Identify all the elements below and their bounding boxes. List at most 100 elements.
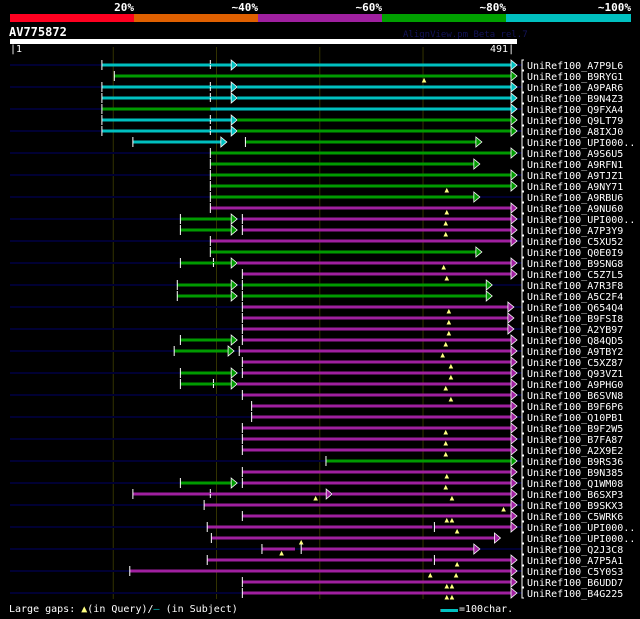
query-gap-marker xyxy=(443,484,449,490)
segment-end-arrow xyxy=(230,477,238,489)
hit-label[interactable]: UniRef100_Q0E0I9 xyxy=(527,248,623,259)
hit-label[interactable]: UniRef100_A9PAR6 xyxy=(527,83,623,94)
hit-label[interactable]: UniRef100_A9NU60 xyxy=(527,204,623,215)
hit-label[interactable]: UniRef100_Q10PB1 xyxy=(527,413,623,424)
row-bracket xyxy=(521,70,524,82)
segment-end-arrow xyxy=(230,213,238,225)
query-gap-marker xyxy=(443,220,449,226)
query-gap-marker xyxy=(421,77,427,83)
query-gap-marker xyxy=(443,429,449,435)
query-gap-marker xyxy=(443,385,449,391)
segment-end-arrow xyxy=(510,378,518,390)
row-bracket xyxy=(521,169,524,181)
segment-end-arrow xyxy=(473,191,481,203)
hit-label[interactable]: UniRef100_C5Z7L5 xyxy=(527,270,623,281)
version-text: AlignView.pm Beta rel.7 xyxy=(403,30,528,40)
query-gap-marker xyxy=(446,330,452,336)
hit-label[interactable]: UniRef100_A8IXJ0 xyxy=(527,127,623,138)
hit-label[interactable]: UniRef100_UPI000.. xyxy=(527,534,635,545)
hit-label[interactable]: UniRef100_B9F2W5 xyxy=(527,424,623,435)
row-bracket xyxy=(521,532,524,544)
hit-label[interactable]: UniRef100_B9SKX3 xyxy=(527,501,623,512)
row-bracket xyxy=(521,378,524,390)
hit-label[interactable]: UniRef100_A7P9L6 xyxy=(527,61,623,72)
segment-end-arrow xyxy=(510,356,518,368)
hit-label[interactable]: UniRef100_Q84QD5 xyxy=(527,336,623,347)
row-bracket xyxy=(521,257,524,269)
hit-label[interactable]: UniRef100_A7P3Y9 xyxy=(527,226,623,237)
hit-label[interactable]: UniRef100_A2YB97 xyxy=(527,325,623,336)
row-bracket xyxy=(521,389,524,401)
hit-label[interactable]: UniRef100_UPI000.. xyxy=(527,523,635,534)
hit-label[interactable]: UniRef100_UPI000.. xyxy=(527,215,635,226)
hit-label[interactable]: UniRef100_B9SNG8 xyxy=(527,259,623,270)
hit-label[interactable]: UniRef100_B9N385 xyxy=(527,468,623,479)
row-bracket xyxy=(521,224,524,236)
hit-label[interactable]: UniRef100_A9RFN1 xyxy=(527,160,623,171)
segment-end-arrow xyxy=(510,444,518,456)
query-gap-marker xyxy=(440,352,445,358)
hit-label[interactable]: UniRef100_Q9FXA4 xyxy=(527,105,623,116)
segment-end-arrow xyxy=(485,290,493,302)
hit-label[interactable]: UniRef100_C5WRK6 xyxy=(527,512,623,523)
segment-end-arrow xyxy=(510,334,518,346)
segment-end-arrow xyxy=(510,565,518,577)
query-gap-marker xyxy=(444,473,450,479)
query-gap-marker xyxy=(443,440,449,446)
segment-end-arrow xyxy=(510,224,518,236)
row-bracket xyxy=(521,125,524,137)
hit-label[interactable]: UniRef100_A5C2F4 xyxy=(527,292,623,303)
hit-label[interactable]: UniRef100_C5XZ87 xyxy=(527,358,623,369)
hit-label[interactable]: UniRef100_Q93VZ1 xyxy=(527,369,623,380)
row-bracket xyxy=(521,213,524,225)
row-bracket xyxy=(521,136,524,148)
hit-label[interactable]: UniRef100_A9RBU6 xyxy=(527,193,623,204)
query-gap-marker xyxy=(449,495,455,501)
segment-end-arrow xyxy=(475,246,483,258)
hit-label[interactable]: UniRef100_A2X9E2 xyxy=(527,446,623,457)
scale-bar-100char xyxy=(440,609,458,612)
row-bracket xyxy=(521,510,524,522)
hit-label[interactable]: UniRef100_B6SVN8 xyxy=(527,391,623,402)
hit-label[interactable]: UniRef100_A9S6U5 xyxy=(527,149,623,160)
hit-label[interactable]: UniRef100_UPI000.. xyxy=(527,138,635,149)
hit-label[interactable]: UniRef100_Q654Q4 xyxy=(527,303,623,314)
query-bar xyxy=(10,39,517,44)
segment-end-arrow xyxy=(510,213,518,225)
hit-label[interactable]: UniRef100_B4G225 xyxy=(527,589,623,600)
row-bracket xyxy=(521,543,524,555)
row-bracket xyxy=(521,499,524,511)
hit-label[interactable]: UniRef100_Q9LT79 xyxy=(527,116,623,127)
hit-label[interactable]: UniRef100_B9RS36 xyxy=(527,457,623,468)
hit-label[interactable]: UniRef100_A9PHG0 xyxy=(527,380,623,391)
hit-label[interactable]: UniRef100_B9FSI8 xyxy=(527,314,623,325)
legend-large-gaps: Large gaps: ▲(in Query)/– (in Subject) xyxy=(9,604,238,615)
segment-end-arrow xyxy=(510,202,518,214)
hit-label[interactable]: UniRef100_A7P5A1 xyxy=(527,556,623,567)
query-gap-marker xyxy=(444,594,450,600)
scale-segment-100 xyxy=(506,14,631,22)
hit-label[interactable]: UniRef100_B9RYG1 xyxy=(527,72,623,83)
hit-label[interactable]: UniRef100_A9TBY2 xyxy=(527,347,623,358)
hit-label[interactable]: UniRef100_Q2J3C8 xyxy=(527,545,623,556)
scale-label-80: ~80% xyxy=(479,1,507,14)
hit-label[interactable]: UniRef100_B6UDD7 xyxy=(527,578,623,589)
row-bracket xyxy=(521,202,524,214)
segment-end-arrow xyxy=(510,268,518,280)
query-gap-marker xyxy=(443,451,449,457)
hit-label[interactable]: UniRef100_Q1WM08 xyxy=(527,479,623,490)
query-gap-marker xyxy=(446,308,452,314)
hit-label[interactable]: UniRef100_A7R3F8 xyxy=(527,281,623,292)
hit-label[interactable]: UniRef100_A9NY71 xyxy=(527,182,623,193)
query-gap-marker xyxy=(298,539,304,545)
segment-end-arrow xyxy=(473,158,481,170)
hit-label[interactable]: UniRef100_B9N4Z3 xyxy=(527,94,623,105)
hit-label[interactable]: UniRef100_C5XU52 xyxy=(527,237,623,248)
segment-end-arrow xyxy=(230,290,238,302)
query-gap-marker xyxy=(443,341,449,347)
hit-label[interactable]: UniRef100_C5Y0S3 xyxy=(527,567,623,578)
hit-label[interactable]: UniRef100_B6SXP3 xyxy=(527,490,623,501)
hit-label[interactable]: UniRef100_B7FA87 xyxy=(527,435,623,446)
hit-label[interactable]: UniRef100_B9F6P6 xyxy=(527,402,623,413)
hit-label[interactable]: UniRef100_A9TJZ1 xyxy=(527,171,623,182)
